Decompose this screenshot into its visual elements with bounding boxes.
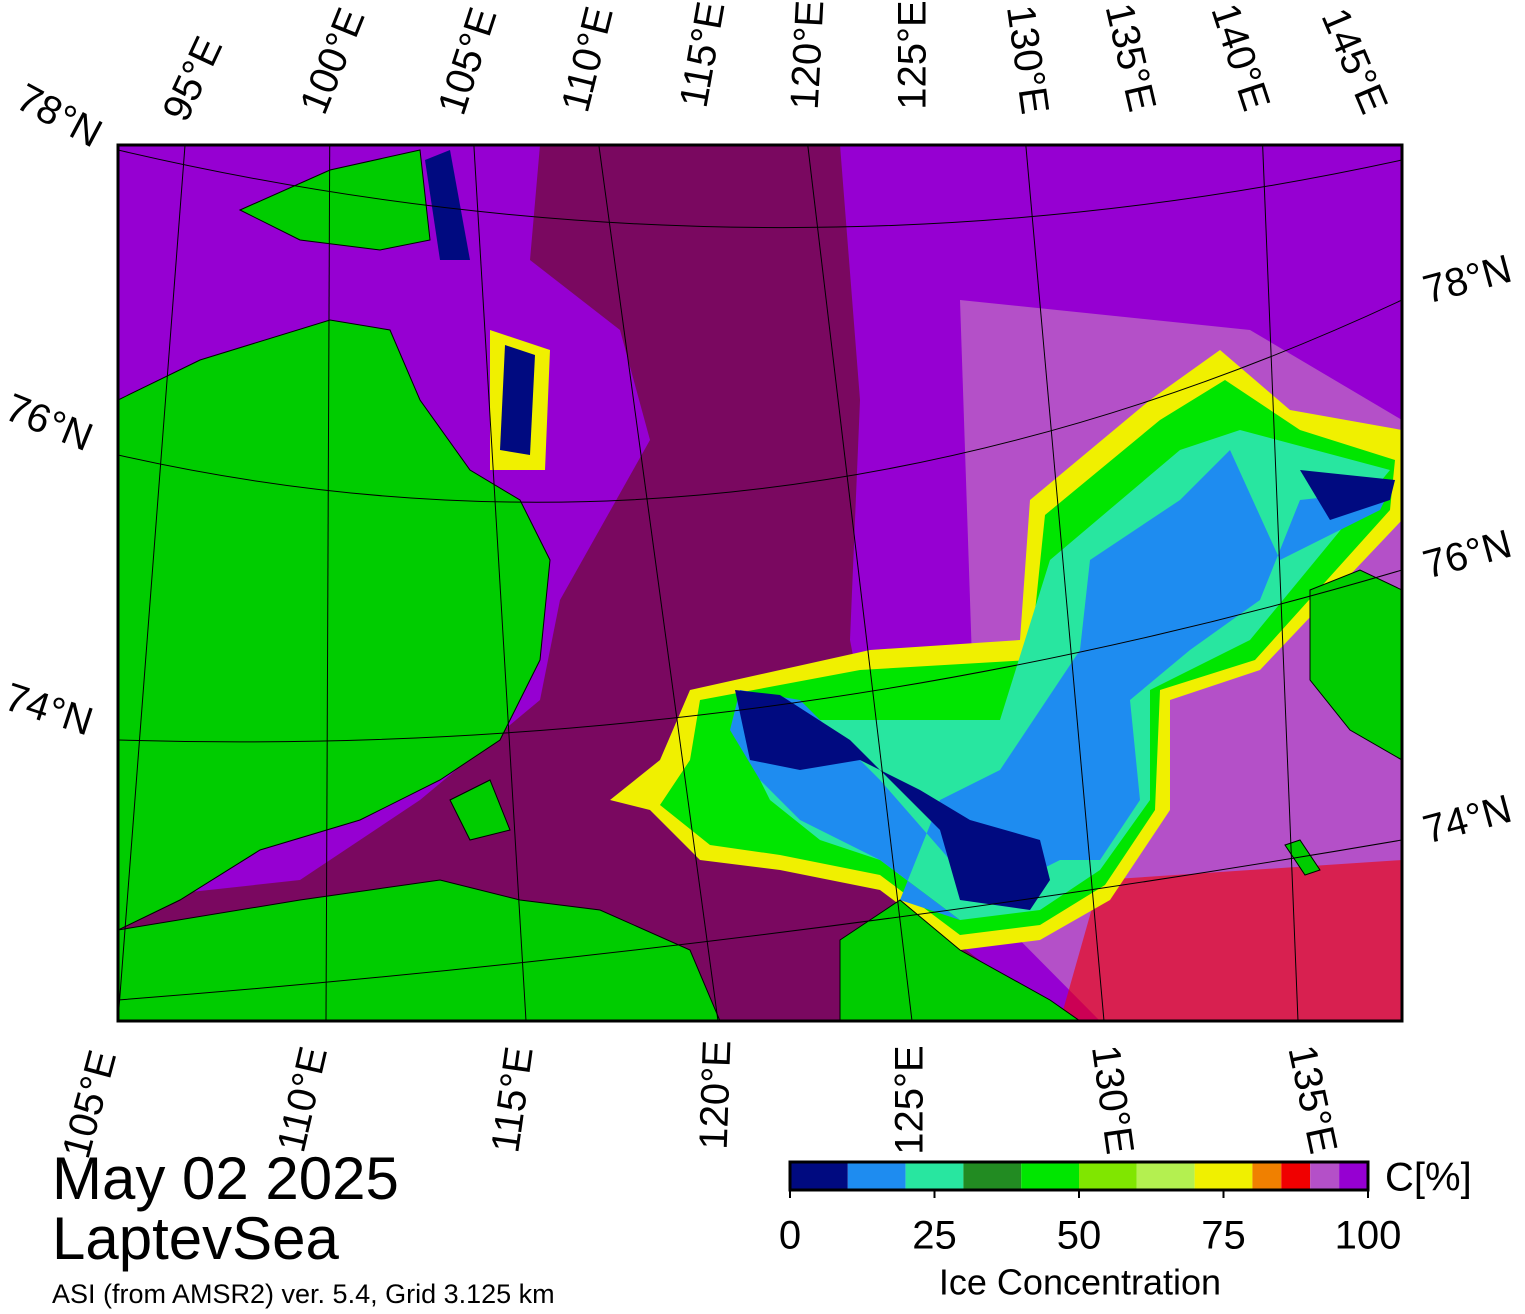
colorbar-tick-label: 100 bbox=[1335, 1214, 1402, 1258]
graticule-label: 120°E bbox=[783, 0, 833, 111]
graticule-label: 125°E bbox=[891, 0, 935, 109]
region: LaptevSea bbox=[52, 1205, 340, 1272]
land bbox=[1309, 569, 1402, 761]
land bbox=[1284, 839, 1321, 876]
ice-zone bbox=[730, 450, 1390, 920]
ice-zone bbox=[1300, 470, 1395, 520]
colorbar-bin bbox=[1021, 1162, 1079, 1190]
ice-zone bbox=[425, 150, 470, 260]
graticule-label: 115°E bbox=[672, 0, 734, 111]
graticule-label: 110°E bbox=[269, 1043, 336, 1157]
land bbox=[118, 879, 721, 1021]
land bbox=[449, 779, 511, 841]
ice-zone bbox=[500, 345, 535, 455]
graticule-label: 110°E bbox=[553, 2, 621, 116]
graticule-label: 76°N bbox=[1419, 522, 1517, 588]
colorbar-bin bbox=[1252, 1162, 1282, 1190]
colorbar-tick-label: 0 bbox=[779, 1214, 801, 1258]
colorbar-bin bbox=[905, 1162, 964, 1190]
colorbar-bin bbox=[847, 1162, 906, 1190]
land bbox=[839, 899, 1081, 1021]
graticule-label: 74°N bbox=[0, 675, 98, 744]
colorbar-tick-label: 25 bbox=[912, 1214, 957, 1258]
map bbox=[118, 145, 1402, 1021]
ice-zone bbox=[1060, 860, 1402, 1021]
colorbar-bin bbox=[1339, 1162, 1368, 1190]
graticule-label: 76°N bbox=[0, 386, 99, 460]
graticule-label: 120°E bbox=[692, 1039, 740, 1150]
graticule-label: 140°E bbox=[1202, 0, 1278, 116]
graticule-label: 145°E bbox=[1313, 2, 1396, 120]
graticule-label: 95°E bbox=[154, 30, 231, 128]
colorbar-bin bbox=[1310, 1162, 1340, 1190]
graticule-label: 100°E bbox=[292, 2, 374, 120]
graticule-label: 130°E bbox=[1083, 1042, 1142, 1156]
colorbar-tick-label: 75 bbox=[1201, 1214, 1246, 1258]
graticule-label: 130°E bbox=[998, 2, 1057, 116]
colorbar-bin bbox=[790, 1162, 848, 1190]
colorbar: 0 25 50 75 100 bbox=[779, 1160, 1402, 1258]
colorbar-bin bbox=[1079, 1162, 1137, 1190]
colorbar-bin bbox=[1136, 1162, 1195, 1190]
source: ASI (from AMSR2) ver. 5.4, Grid 3.125 km bbox=[52, 1279, 555, 1309]
land bbox=[118, 319, 551, 931]
graticule-label: 74°N bbox=[1419, 787, 1517, 853]
colorbar-bin bbox=[1281, 1162, 1311, 1190]
graticule-label: 78°N bbox=[9, 75, 109, 156]
graticule-label: 105°E bbox=[430, 2, 506, 120]
graticule bbox=[118, 145, 1402, 1021]
graticule-label: 125°E bbox=[888, 1045, 932, 1154]
ice-zone bbox=[735, 690, 1050, 910]
graticule-label: 135°E bbox=[1279, 1041, 1345, 1157]
date: May 02 2025 bbox=[52, 1145, 399, 1212]
colorbar-label: Ice Concentration bbox=[939, 1262, 1221, 1303]
colorbar-unit: C[%] bbox=[1385, 1156, 1472, 1200]
graticule-label: 115°E bbox=[483, 1044, 541, 1156]
colorbar-bin bbox=[1194, 1162, 1253, 1190]
colorbar-bin bbox=[963, 1162, 1022, 1190]
map-frame bbox=[116, 143, 1404, 1023]
graticule-label: 78°N bbox=[1419, 247, 1517, 313]
colorbar-tick-label: 50 bbox=[1057, 1214, 1102, 1258]
graticule-label: 135°E bbox=[1097, 0, 1164, 116]
